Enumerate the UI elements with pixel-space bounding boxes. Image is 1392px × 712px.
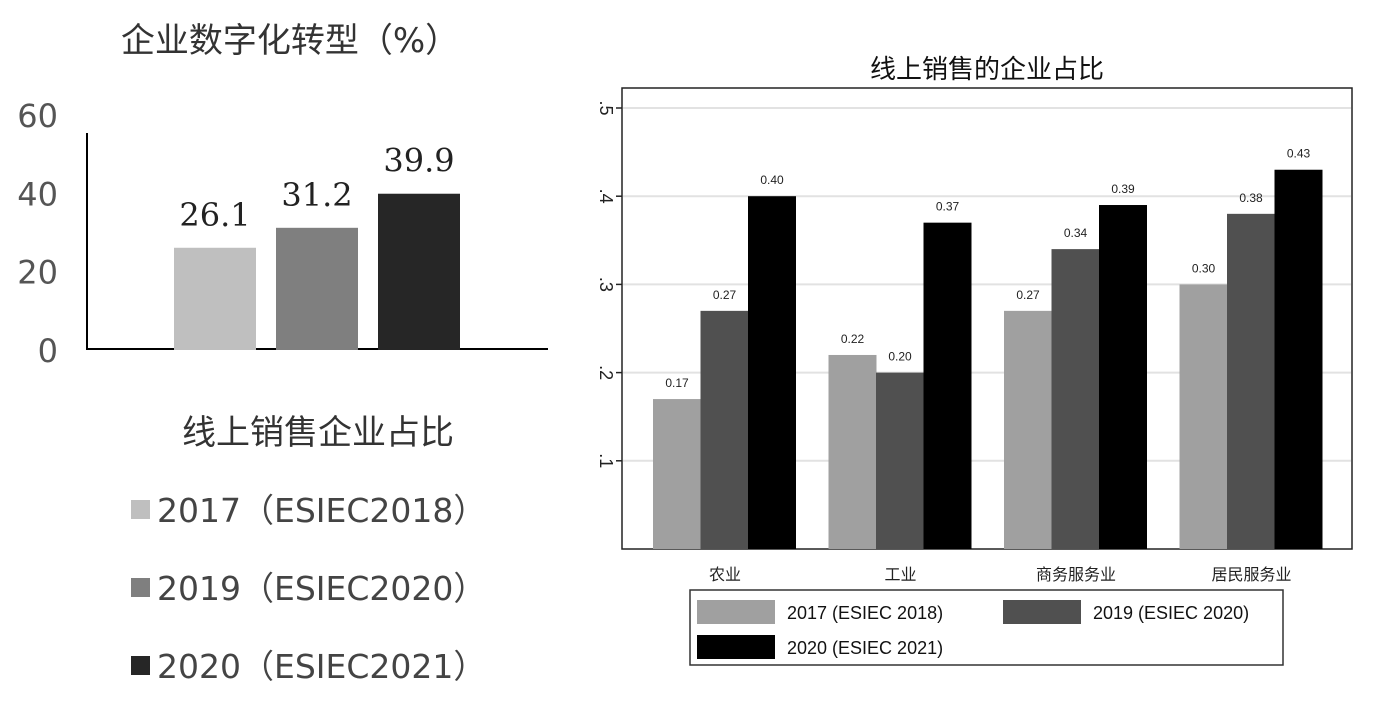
bar <box>276 227 358 350</box>
legend-swatch <box>131 656 150 675</box>
bar <box>1004 310 1052 549</box>
y-tick-label: 60 <box>17 97 58 135</box>
y-tick-label: 20 <box>17 254 58 292</box>
bar <box>653 399 701 549</box>
y-tick-label: .3 <box>596 277 616 292</box>
legend-label: 2020 (ESIEC 2021) <box>787 638 943 658</box>
data-label: 0.22 <box>841 332 865 346</box>
left-chart-title: 企业数字化转型（%） <box>121 21 459 61</box>
legend-label: 2020（ESIEC2021） <box>157 647 486 686</box>
bar <box>1051 249 1100 549</box>
x-tick-label: 农业 <box>709 565 741 584</box>
data-label: 0.40 <box>760 173 784 187</box>
data-label: 0.37 <box>936 200 960 214</box>
data-label: 0.38 <box>1239 191 1263 205</box>
legend-label: 2017 (ESIEC 2018) <box>787 603 943 623</box>
y-tick-label: .4 <box>596 189 616 204</box>
legend-title: 线上销售企业占比 <box>182 413 454 453</box>
x-tick-label: 工业 <box>884 565 916 584</box>
x-tick-label: 居民服务业 <box>1211 565 1291 584</box>
right-chart: 线上销售的企业占比 .1 .2 .3 .4 .5 0.17 0.27 0.40 农业 0.22 0.2… <box>596 55 1353 666</box>
bar <box>378 193 460 350</box>
y-tick-label: 40 <box>17 175 58 213</box>
left-chart: 企业数字化转型（%） 0 20 40 60 26.1 31.2 39.9 线上销售企业占比 201… <box>17 21 548 686</box>
bar <box>1179 284 1228 549</box>
y-tick-label: 0 <box>38 332 58 370</box>
x-tick-label: 商务服务业 <box>1036 565 1116 584</box>
data-label: 0.27 <box>1016 288 1040 302</box>
data-label: 31.2 <box>281 176 352 214</box>
legend-swatch <box>131 500 150 519</box>
bar <box>876 372 924 549</box>
bar <box>923 222 972 549</box>
y-tick-label: .1 <box>596 453 616 468</box>
y-tick-label: .2 <box>596 365 616 380</box>
y-tick-label: .5 <box>596 100 616 115</box>
data-label: 0.34 <box>1064 226 1088 240</box>
data-label: 0.30 <box>1192 261 1216 275</box>
legend-label: 2019 (ESIEC 2020) <box>1093 603 1249 623</box>
bar <box>748 196 796 549</box>
right-chart-title: 线上销售的企业占比 <box>870 55 1104 85</box>
legend-swatch <box>697 600 775 624</box>
legend-label: 2017（ESIEC2018） <box>157 491 486 530</box>
bar <box>1274 169 1323 550</box>
data-label: 0.43 <box>1287 147 1311 161</box>
legend-label: 2019（ESIEC2020） <box>157 569 486 608</box>
bar <box>174 247 256 350</box>
bar <box>1227 213 1275 549</box>
bar <box>700 310 749 549</box>
data-label: 26.1 <box>179 196 250 234</box>
legend-box <box>689 589 1284 666</box>
bar <box>1099 205 1147 549</box>
data-label: 0.27 <box>713 288 737 302</box>
legend-swatch <box>697 635 775 659</box>
legend: 2017 (ESIEC 2018) 2019 (ESIEC 2020) 2020 (… <box>689 589 1284 666</box>
data-label: 0.17 <box>665 376 689 390</box>
bar <box>828 354 877 549</box>
legend-swatch <box>131 578 150 597</box>
legend-swatch <box>1003 600 1081 624</box>
data-label: 0.20 <box>888 350 912 364</box>
data-label: 39.9 <box>383 142 454 180</box>
data-label: 0.39 <box>1111 182 1135 196</box>
